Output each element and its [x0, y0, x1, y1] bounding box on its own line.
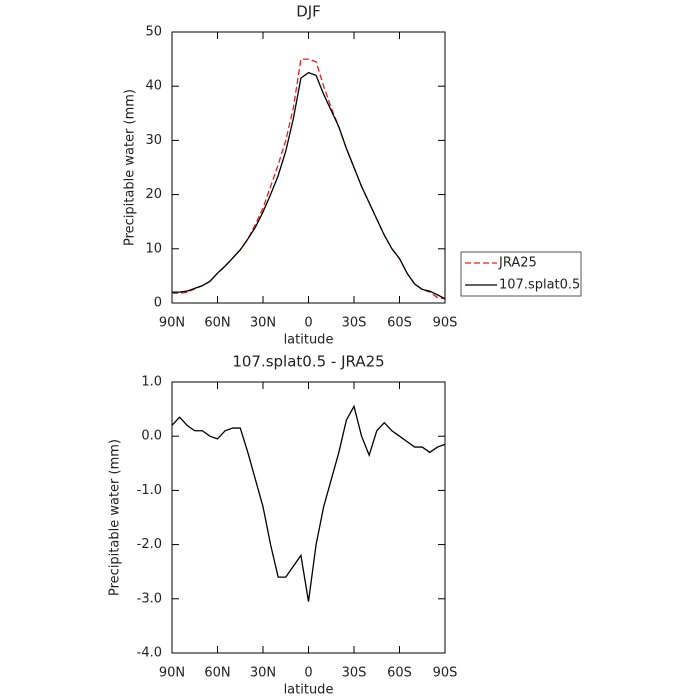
x-tick-label: 60N	[204, 316, 230, 331]
data-line	[172, 58, 446, 300]
x-tick-label: 90N	[159, 316, 185, 331]
y-tick-label: -2.0	[137, 537, 162, 552]
y-tick-label: -4.0	[137, 646, 162, 661]
legend: JRA25 107.splat0.5	[460, 251, 582, 297]
plot-frame	[171, 381, 446, 654]
y-tick-label: 10	[145, 241, 162, 256]
x-tick-label: 30S	[342, 316, 367, 331]
legend-label: JRA25	[498, 256, 537, 271]
x-axis-label: latitude	[284, 333, 334, 348]
x-tick-label: 30S	[342, 666, 367, 681]
y-tick-label: 40	[145, 79, 162, 94]
x-tick-label: 90S	[433, 666, 458, 681]
data-line	[172, 71, 446, 300]
y-tick-label: 0	[154, 296, 162, 311]
x-tick-label: 60N	[204, 666, 230, 681]
x-tick-label: 60S	[387, 316, 412, 331]
x-axis-label: latitude	[284, 683, 334, 698]
y-tick-label: 50	[145, 25, 162, 40]
x-tick-label: 0	[304, 666, 312, 681]
y-axis-label: Precipitable water (mm)	[123, 89, 138, 246]
chart-title: DJF	[296, 3, 321, 21]
chart-title: 107.splat0.5 - JRA25	[232, 353, 384, 371]
x-tick-label: 30N	[250, 316, 276, 331]
x-tick-label: 30N	[250, 666, 276, 681]
y-tick-label: -3.0	[137, 591, 162, 606]
y-tick-label: 1.0	[141, 375, 162, 390]
x-tick-label: 0	[304, 316, 312, 331]
data-line	[171, 404, 446, 602]
y-tick-label: 0.0	[141, 429, 162, 444]
y-tick-label: -1.0	[137, 483, 162, 498]
x-tick-label: 90S	[433, 316, 458, 331]
legend-label: 107.splat0.5	[499, 278, 580, 293]
legend-box	[460, 251, 582, 297]
x-tick-label: 60S	[387, 666, 412, 681]
y-tick-label: 20	[145, 187, 162, 202]
y-axis-label: Precipitable water (mm)	[108, 439, 123, 596]
y-tick-label: 30	[145, 133, 162, 148]
x-tick-label: 90N	[159, 666, 185, 681]
